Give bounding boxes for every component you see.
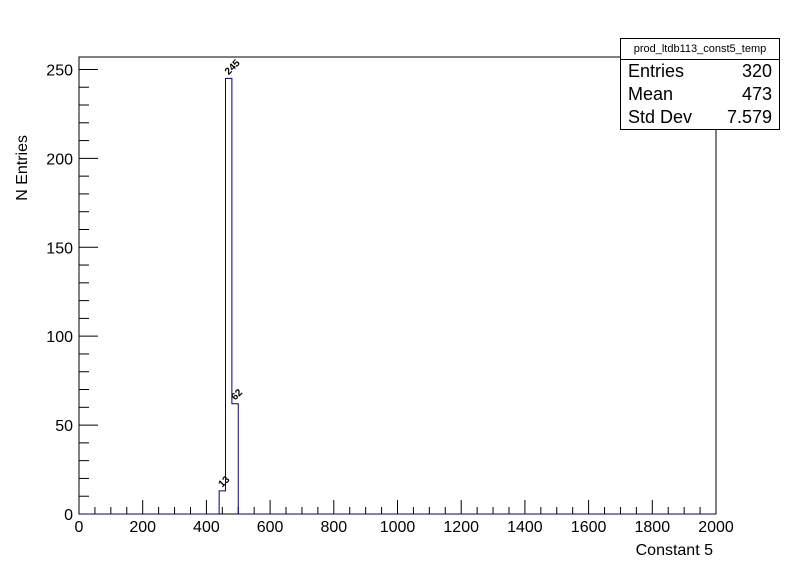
- x-tick-label: 2000: [698, 519, 734, 536]
- x-axis-ticks: 0 200 400 600 800 1000 1200 1400 1600 1800 2000: [75, 500, 734, 536]
- x-tick-label: 800: [320, 519, 347, 536]
- x-tick-label: 1000: [380, 519, 416, 536]
- stats-box: prod_ltdb113_const5_temp Entries 320 Mea…: [620, 38, 780, 130]
- x-axis-label: Constant 5: [636, 542, 713, 559]
- x-tick-label: 400: [193, 519, 220, 536]
- stats-stddev-label: Std Dev: [628, 107, 693, 127]
- stats-row-mean: Mean 473: [621, 83, 779, 106]
- x-tick-label: 600: [257, 519, 284, 536]
- stats-row-stddev: Std Dev 7.579: [621, 106, 779, 129]
- y-axis-ticks: 0 50 100 150 200 250: [46, 62, 98, 524]
- y-tick-label: 250: [46, 62, 73, 79]
- stats-row-entries: Entries 320: [621, 60, 779, 83]
- y-axis-label: N Entries: [14, 135, 31, 201]
- x-tick-label: 1200: [443, 519, 479, 536]
- y-tick-label: 150: [46, 240, 73, 257]
- y-tick-label: 200: [46, 151, 73, 168]
- y-tick-label: 0: [64, 507, 73, 524]
- histogram-bin: [232, 404, 238, 514]
- stats-entries-value: 320: [741, 61, 772, 81]
- y-tick-label: 100: [46, 329, 73, 346]
- x-tick-label: 1600: [571, 519, 607, 536]
- x-tick-label: 1400: [507, 519, 543, 536]
- histogram-bin: [226, 78, 232, 514]
- stats-mean-label: Mean: [628, 84, 674, 104]
- bin-value-label: 245: [223, 58, 243, 78]
- stats-box-title: prod_ltdb113_const5_temp: [621, 39, 779, 60]
- x-tick-label: 0: [75, 519, 84, 536]
- stats-stddev-value: 7.579: [726, 107, 772, 127]
- bin-value-label: 13: [217, 474, 233, 490]
- stats-entries-label: Entries: [628, 61, 685, 81]
- y-tick-label: 50: [55, 418, 73, 435]
- histogram-outline: [79, 77, 716, 515]
- stats-mean-value: 473: [741, 84, 772, 104]
- x-tick-label: 1800: [635, 519, 671, 536]
- x-tick-label: 200: [129, 519, 156, 536]
